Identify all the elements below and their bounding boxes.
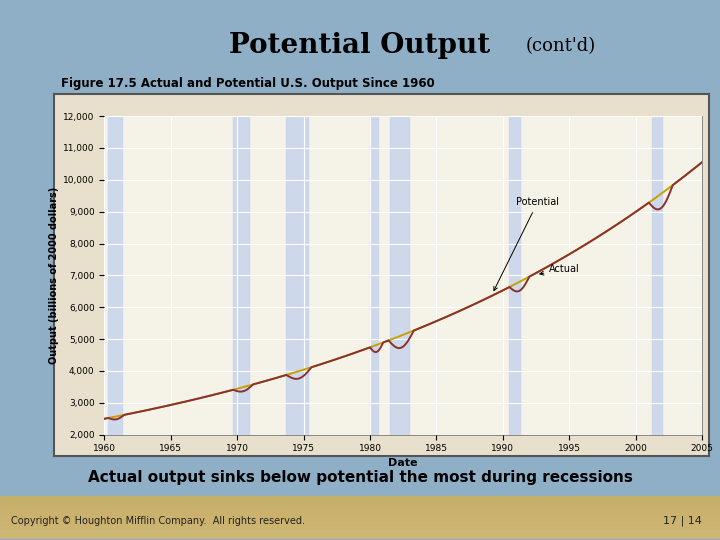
Bar [0,517,720,518]
Bar [0,522,720,523]
Bar [0,520,720,521]
Bar [109,116,122,435]
Bar [0,505,720,507]
Bar [233,116,249,435]
Bar [0,509,720,510]
Bar [0,516,720,517]
Bar [0,532,720,534]
Bar [0,497,720,498]
Bar [0,514,720,515]
Bar [0,498,720,500]
Text: 17 | 14: 17 | 14 [663,516,702,526]
Bar [0,501,720,502]
Bar [0,502,720,503]
Bar [0,537,720,538]
Bar [0,504,720,505]
Text: Actual: Actual [540,264,580,275]
Bar [0,530,720,531]
Bar [0,507,720,508]
Text: Potential: Potential [494,197,559,291]
Bar [370,116,378,435]
Bar [0,513,720,514]
Bar [0,525,720,526]
Bar [0,523,720,524]
Bar [0,515,720,516]
Bar [0,510,720,511]
Bar [0,536,720,537]
Bar [0,534,720,535]
Bar [510,116,520,435]
Bar [0,500,720,501]
Bar [390,116,408,435]
Y-axis label: Output (billions of 2000 dollars): Output (billions of 2000 dollars) [49,187,59,364]
Bar [0,512,720,513]
Bar [0,521,720,522]
Text: Actual output sinks below potential the most during recessions: Actual output sinks below potential the … [88,470,632,485]
Text: (cont'd): (cont'd) [526,37,596,55]
Bar [0,531,720,532]
Bar [0,511,720,512]
Bar [0,508,720,509]
Bar [0,524,720,525]
Bar [0,503,720,504]
Bar [0,535,720,536]
Bar [0,496,720,497]
Bar [0,529,720,530]
Bar [0,528,720,529]
Text: Copyright © Houghton Mifflin Company.  All rights reserved.: Copyright © Houghton Mifflin Company. Al… [11,516,305,526]
Bar [287,116,307,435]
Bar [652,116,662,435]
Bar [0,519,720,520]
Text: Potential Output: Potential Output [230,32,490,59]
Bar [0,526,720,528]
Bar [0,518,720,519]
X-axis label: Date: Date [389,457,418,468]
Text: Figure 17.5 Actual and Potential U.S. Output Since 1960: Figure 17.5 Actual and Potential U.S. Ou… [61,77,435,90]
